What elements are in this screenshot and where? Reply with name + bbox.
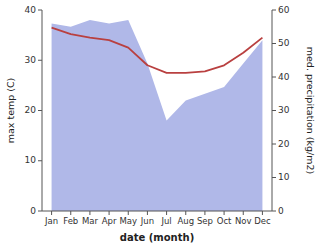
y-tick [38,10,42,11]
x-tick [166,211,167,215]
x-tick [204,211,205,215]
x-tick-label: Mar [82,216,99,226]
y2-tick [272,43,276,44]
y-tick [38,211,42,212]
x-tick-label: Dec [254,216,271,226]
y2-tick-label: 0 [278,206,284,216]
y2-tick-label: 40 [278,72,290,82]
x-tick-label: Jan [44,216,58,226]
y2-tick-label: 30 [278,105,290,115]
y2-axis-label: med. precipitation (kg/m2) [305,47,316,174]
x-tick-label: Aug [177,216,194,226]
x-tick-label: Apr [102,216,117,226]
x-tick-label: Jul [160,216,171,226]
y-tick-label: 0 [30,206,36,216]
x-tick [70,211,71,215]
chart-container: 0 10 20 30 40 0 10 20 30 40 50 60 Jan Feb MarAprMayJun… [0,0,318,247]
x-tick [147,211,148,215]
plot-area [52,20,263,211]
precip-area [52,20,263,211]
y2-tick-label: 50 [278,38,290,48]
y-tick [38,110,42,111]
temp-line [52,28,263,73]
y-tick [38,60,42,61]
y-tick-label: 40 [25,5,37,15]
x-tick-label: Sep [197,216,213,226]
x-tick [262,211,263,215]
y-tick [38,160,42,161]
y-axis-label: max temp (C) [5,78,16,144]
x-tick [128,211,129,215]
y2-tick-label: 60 [278,5,290,15]
y-tick-label: 10 [25,155,37,165]
x-tick-label: May [119,216,137,226]
y2-tick [272,10,276,11]
x-tick-label: Feb [63,216,78,226]
x-tick [89,211,90,215]
y2-tick [272,177,276,178]
y-tick-label: 20 [25,105,37,115]
chart: 0 10 20 30 40 0 10 20 30 40 50 60 Jan Feb MarAprMayJun… [0,0,318,247]
y2-tick [272,211,276,212]
y2-tick-label: 10 [278,172,290,182]
x-tick-label: Nov [235,216,252,226]
y2-tick [272,77,276,78]
x-tick [243,211,244,215]
y2-tick [272,144,276,145]
x-tick [224,211,225,215]
y-tick-label: 30 [25,55,37,65]
x-tick [109,211,110,215]
x-tick [185,211,186,215]
y2-tick-label: 20 [278,139,290,149]
x-axis-label: date (month) [120,232,194,243]
x-axis-line [42,211,272,212]
y2-tick [272,110,276,111]
x-tick-label: Oct [217,216,232,226]
x-tick-label: Jun [140,216,154,226]
x-tick [51,211,52,215]
